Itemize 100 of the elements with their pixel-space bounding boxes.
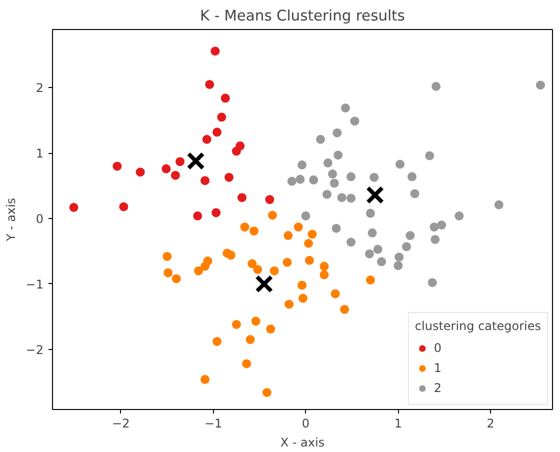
point (366, 186, 384, 204)
point (366, 276, 375, 284)
point (425, 151, 434, 160)
point (298, 294, 308, 303)
y-tick-label: 2 (36, 81, 44, 96)
x-tick-label: −2 (112, 416, 130, 430)
point (346, 172, 356, 182)
point (242, 359, 252, 368)
point (200, 374, 210, 384)
point (298, 280, 307, 290)
y-tick-label: 1 (36, 146, 44, 161)
point (294, 222, 303, 232)
point (330, 289, 340, 298)
point (406, 231, 415, 240)
point (296, 174, 305, 184)
point (402, 242, 411, 252)
point (265, 195, 274, 204)
point (322, 190, 332, 199)
point (253, 265, 262, 274)
point (394, 261, 403, 270)
point (437, 220, 446, 230)
point (282, 258, 292, 267)
y-axis-title: Y - axis (4, 198, 18, 242)
y-tick-label: −2 (26, 342, 44, 357)
point (249, 226, 258, 236)
point (337, 193, 346, 202)
point (432, 82, 441, 91)
x-tick-label: 1 (394, 416, 402, 430)
point (248, 259, 257, 268)
point (430, 234, 440, 244)
point (287, 176, 296, 186)
y-tick-label: 0 (36, 212, 44, 226)
x-tick-label: 2 (486, 416, 494, 430)
point (237, 193, 246, 202)
point (232, 320, 241, 329)
point (330, 178, 339, 188)
point (136, 168, 145, 177)
point (430, 222, 439, 232)
point (284, 231, 293, 240)
point (536, 80, 545, 90)
point (366, 208, 375, 218)
x-tick-label: 0 (302, 416, 310, 430)
point (332, 224, 341, 233)
point (217, 112, 226, 122)
point (251, 316, 260, 326)
point (193, 211, 202, 220)
y-tick-label: −1 (26, 277, 44, 292)
point (200, 176, 210, 186)
point (304, 256, 314, 265)
point (226, 250, 236, 260)
point (112, 162, 122, 171)
point (162, 164, 171, 174)
point (186, 152, 205, 170)
point (408, 172, 417, 182)
point (320, 262, 329, 271)
point (255, 274, 274, 293)
point (162, 252, 172, 261)
point (316, 134, 326, 144)
point (202, 134, 212, 144)
point (220, 94, 230, 103)
point (377, 257, 386, 266)
point (284, 300, 294, 309)
point (410, 189, 420, 198)
point (304, 238, 314, 248)
point (240, 222, 250, 232)
point (172, 274, 181, 284)
point (308, 230, 317, 239)
point (328, 170, 338, 179)
x-tick-label: −1 (204, 416, 222, 430)
point (340, 304, 350, 314)
legend-label: 2 (434, 381, 443, 395)
point (270, 266, 279, 276)
point (224, 172, 234, 182)
point (396, 160, 405, 169)
point (309, 175, 318, 184)
point (454, 211, 464, 220)
point (246, 335, 255, 344)
legend-title: clustering categories (414, 319, 541, 333)
point (494, 200, 504, 210)
legend-label: 0 (434, 341, 443, 355)
point (334, 150, 343, 160)
point (301, 211, 310, 220)
point (194, 266, 204, 276)
point (164, 268, 173, 278)
point (210, 46, 220, 56)
point (368, 228, 377, 238)
point (346, 194, 356, 203)
point (69, 202, 78, 212)
point (266, 324, 276, 334)
point (323, 158, 332, 168)
point (176, 157, 185, 166)
chart-title: K - Means Clustering results (200, 8, 405, 24)
point (212, 128, 222, 137)
point (428, 278, 437, 288)
point (346, 238, 356, 247)
point (373, 244, 382, 254)
point (350, 116, 360, 126)
point (170, 170, 180, 180)
point (298, 160, 307, 170)
point (232, 146, 241, 156)
